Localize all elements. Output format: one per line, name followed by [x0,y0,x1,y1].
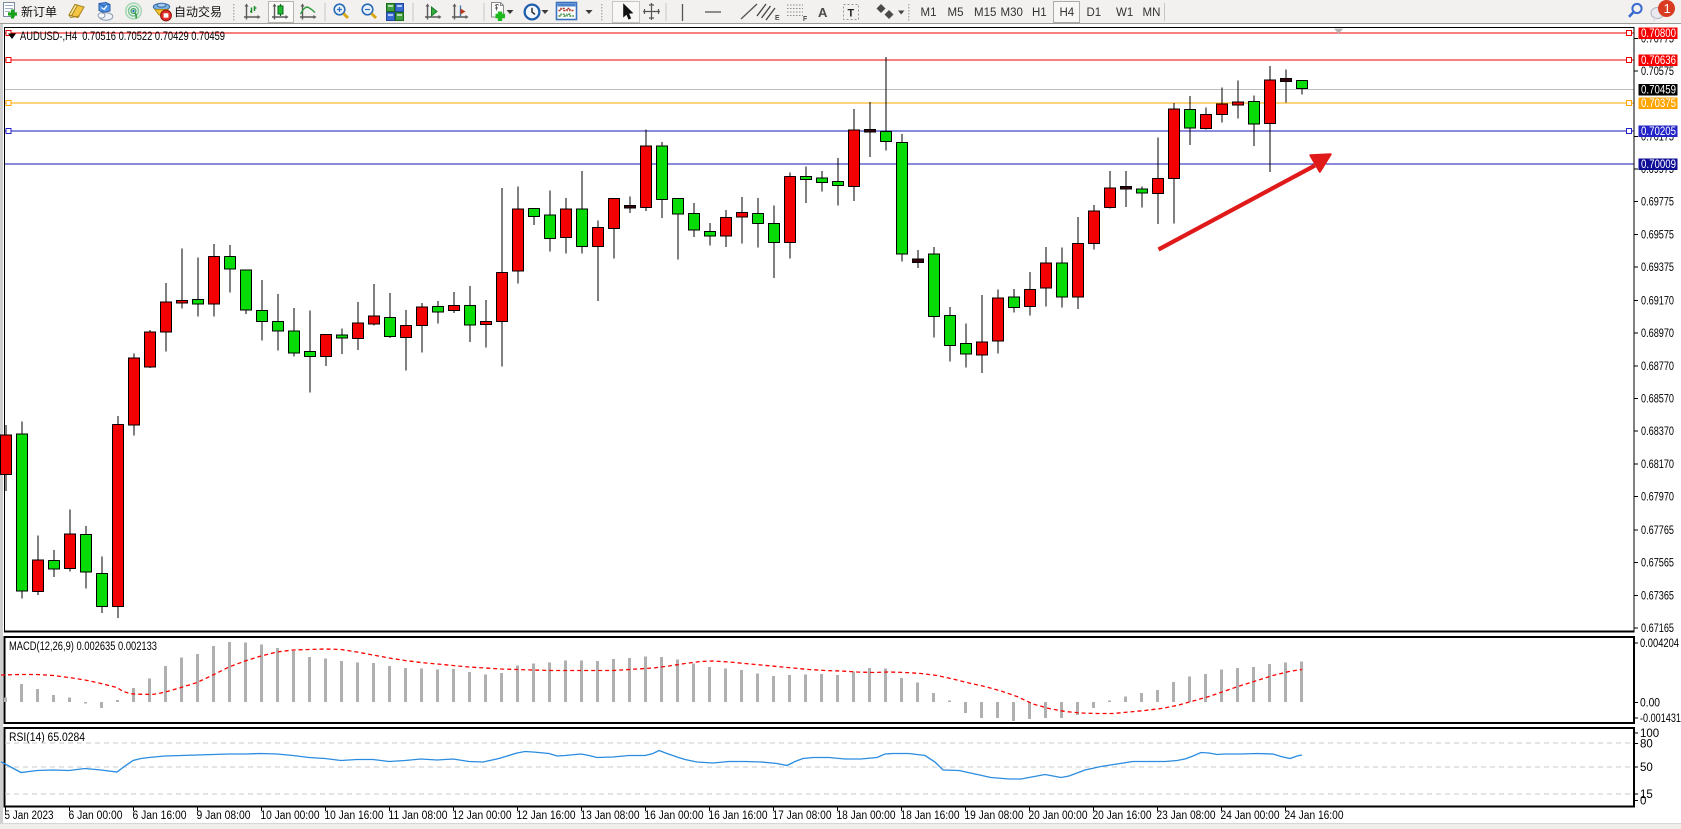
svg-text:0.70375: 0.70375 [1641,98,1676,110]
svg-text:13 Jan 08:00: 13 Jan 08:00 [581,810,640,822]
svg-text:0.00: 0.00 [1640,698,1660,710]
svg-text:0: 0 [1640,796,1646,808]
svg-text:M5: M5 [948,7,964,19]
svg-text:17 Jan 08:00: 17 Jan 08:00 [773,810,832,822]
svg-text:0.70205: 0.70205 [1641,126,1676,138]
svg-text:0.69575: 0.69575 [1641,229,1674,241]
svg-text:F: F [803,16,807,23]
svg-text:16 Jan 00:00: 16 Jan 00:00 [645,810,704,822]
svg-text:A: A [818,5,828,20]
svg-text:0.68970: 0.68970 [1641,328,1674,340]
svg-text:0.68370: 0.68370 [1641,426,1674,438]
svg-text:MACD(12,26,9) 0.002635 0.00213: MACD(12,26,9) 0.002635 0.002133 [9,641,157,653]
svg-text:0.67565: 0.67565 [1641,558,1674,570]
svg-text:T: T [848,8,855,20]
svg-text:20 Jan 16:00: 20 Jan 16:00 [1093,810,1152,822]
svg-text:自动交易: 自动交易 [174,4,222,19]
svg-text:100: 100 [1640,728,1659,740]
svg-text:MN: MN [1143,7,1161,19]
svg-text:AUDUSD-,H4 0.70516 0.70522 0.: AUDUSD-,H4 0.70516 0.70522 0.70429 0.704… [20,29,225,43]
svg-text:0.68170: 0.68170 [1641,459,1674,471]
svg-text:0.70636: 0.70636 [1641,55,1676,67]
svg-text:0.70009: 0.70009 [1641,159,1676,171]
svg-text:1: 1 [1664,1,1671,16]
svg-text:6 Jan 00:00: 6 Jan 00:00 [69,810,123,822]
svg-text:-0.001431: -0.001431 [1640,713,1681,725]
svg-text:12 Jan 00:00: 12 Jan 00:00 [453,810,512,822]
svg-text:50: 50 [1640,762,1653,774]
svg-text:0.67165: 0.67165 [1641,623,1674,635]
svg-text:0.67765: 0.67765 [1641,525,1674,537]
svg-text:23 Jan 08:00: 23 Jan 08:00 [1157,810,1216,822]
svg-text:16 Jan 16:00: 16 Jan 16:00 [709,810,768,822]
svg-text:0.70459: 0.70459 [1641,85,1676,97]
svg-text:0.68770: 0.68770 [1641,361,1674,373]
svg-text:80: 80 [1640,739,1653,751]
svg-text:9 Jan 08:00: 9 Jan 08:00 [197,810,251,822]
svg-text:10 Jan 16:00: 10 Jan 16:00 [325,810,384,822]
svg-text:6 Jan 16:00: 6 Jan 16:00 [133,810,187,822]
svg-text:D1: D1 [1087,7,1102,19]
svg-text:新订单: 新订单 [21,4,57,19]
svg-text:0.70575: 0.70575 [1641,66,1674,78]
svg-text:M15: M15 [974,7,996,19]
svg-text:5 Jan 2023: 5 Jan 2023 [5,810,54,822]
svg-text:0.69170: 0.69170 [1641,296,1674,308]
svg-text:RSI(14) 65.0284: RSI(14) 65.0284 [9,732,86,744]
svg-text:H4: H4 [1060,7,1075,19]
svg-text:24 Jan 00:00: 24 Jan 00:00 [1221,810,1280,822]
svg-text:12 Jan 16:00: 12 Jan 16:00 [517,810,576,822]
svg-text:15: 15 [1640,789,1653,801]
svg-text:W1: W1 [1116,7,1133,19]
svg-text:11 Jan 08:00: 11 Jan 08:00 [389,810,448,822]
svg-text:0.69775: 0.69775 [1641,197,1674,209]
svg-text:0.68570: 0.68570 [1641,394,1674,406]
svg-text:20 Jan 00:00: 20 Jan 00:00 [1029,810,1088,822]
svg-text:M1: M1 [921,7,937,19]
svg-text:M30: M30 [1001,7,1023,19]
svg-text:E: E [775,15,780,22]
svg-text:10 Jan 00:00: 10 Jan 00:00 [261,810,320,822]
svg-text:0.67365: 0.67365 [1641,590,1674,602]
svg-text:0.67970: 0.67970 [1641,492,1674,504]
svg-text:18 Jan 00:00: 18 Jan 00:00 [837,810,896,822]
svg-text:0.69375: 0.69375 [1641,262,1674,274]
svg-text:18 Jan 16:00: 18 Jan 16:00 [901,810,960,822]
svg-text:H1: H1 [1032,7,1047,19]
svg-text:0.70800: 0.70800 [1641,28,1676,40]
svg-text:0.004204: 0.004204 [1640,638,1679,650]
svg-text:19 Jan 08:00: 19 Jan 08:00 [965,810,1024,822]
svg-text:24 Jan 16:00: 24 Jan 16:00 [1285,810,1344,822]
